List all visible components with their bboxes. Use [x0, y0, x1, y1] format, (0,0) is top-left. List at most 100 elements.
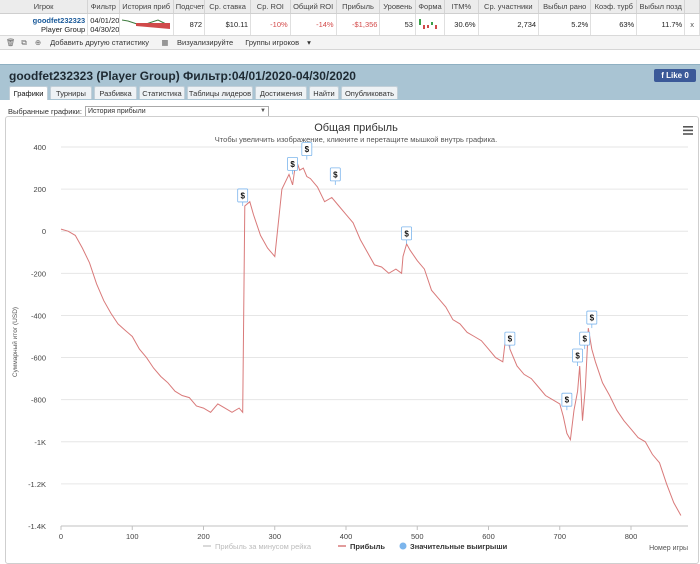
player-group: Player Group	[41, 24, 86, 34]
stats-toolbar: 🗑 ⧉ ⊕ Добавить другую статистику ▦ Визуа…	[0, 36, 700, 50]
profit-history-sparkline	[119, 13, 174, 36]
chart-grid	[61, 146, 688, 527]
itm-cell: 30.6%	[444, 13, 479, 36]
x-tick-label: 400	[340, 532, 353, 541]
chart-subtitle: Чтобы увеличить изображение, кликните и …	[215, 135, 497, 144]
tab-achievements[interactable]: Достижения	[255, 86, 307, 99]
graph-selector-label: Выбранные графики:	[8, 107, 82, 116]
facebook-icon: f	[661, 71, 664, 80]
column-header[interactable]: ITM%	[444, 0, 479, 14]
big-win-marker[interactable]: $	[287, 156, 298, 175]
graphs-content: Выбранные графики: История прибыли ▼ 400…	[0, 100, 700, 564]
filter-to: 04/30/20	[90, 24, 119, 34]
big-win-marker[interactable]: $	[579, 331, 591, 350]
chevron-down-icon: ▼	[260, 108, 266, 114]
column-header[interactable]: Выбыл рано	[538, 0, 592, 14]
column-header[interactable]: Ср. ставка	[204, 0, 252, 14]
big-win-marker[interactable]: $	[301, 142, 313, 160]
y-tick-label: -600	[31, 354, 46, 363]
stats-panel: Игрок Фильтр История приб Подсчет Ср. ставка…	[0, 0, 700, 50]
player-cell[interactable]: goodfet232323 Player Group	[0, 13, 89, 36]
avg-stake-cell: $10.11	[204, 13, 252, 36]
remove-row-button[interactable]: x	[684, 13, 700, 36]
column-header[interactable]: Уровень	[379, 0, 416, 14]
column-header[interactable]: Общий ROI	[290, 0, 337, 14]
legend-item-rake[interactable]: Прибыль за минусом рейка	[203, 542, 312, 551]
x-axis-label: Номер игры	[649, 545, 688, 552]
player-groups-dropdown[interactable]: Группы игроков ▾	[245, 38, 317, 47]
big-win-symbol: $	[404, 229, 409, 238]
profit-cell: -$1,356	[336, 13, 381, 36]
graph-select-value: История прибыли	[87, 108, 146, 115]
y-tick-label: -1.2K	[28, 480, 46, 489]
stats-table: Игрок Фильтр История приб Подсчет Ср. ставка…	[0, 0, 700, 36]
sparkline-chart	[121, 18, 170, 29]
chart-container[interactable]: 400 200 0 -200 -400 -600 -800 -1K -1.2K -1.4K 0 10…	[5, 116, 699, 564]
tab-statistics[interactable]: Статистика	[139, 86, 185, 99]
page-header: goodfet232323 (Player Group) Фильтр:04/0…	[0, 64, 700, 87]
x-tick-label: 500	[411, 532, 424, 541]
big-win-marker[interactable]: $	[401, 226, 412, 244]
copy-icon[interactable]: ⧉	[21, 37, 27, 47]
count-cell: 872	[173, 13, 206, 36]
column-header[interactable]: Коэф. турб	[590, 0, 638, 14]
column-header[interactable]: Ср. участники	[478, 0, 540, 14]
big-win-symbol: $	[565, 396, 570, 405]
turbo-ratio-cell: 63%	[590, 13, 638, 36]
y-axis-label: Суммарный итог (USD)	[11, 307, 19, 377]
series-line-profit	[60, 159, 682, 516]
chart-legend: Прибыль за минусом рейка Прибыль Значите…	[203, 542, 508, 551]
big-win-marker[interactable]: $	[329, 167, 341, 185]
big-win-symbol: $	[508, 335, 513, 344]
big-win-marker[interactable]: $	[561, 392, 573, 411]
legend-item-big-wins[interactable]: Значительные выигрыши	[399, 542, 508, 551]
big-win-symbol: $	[590, 314, 595, 323]
column-header[interactable]: История приб	[119, 0, 174, 14]
tab-breakdown[interactable]: Разбивка	[94, 86, 137, 99]
tab-tournaments[interactable]: Турниры	[50, 86, 92, 99]
x-tick-label: 800	[625, 532, 638, 541]
filter-from: 04/01/20	[90, 15, 119, 25]
big-win-marker[interactable]: $	[504, 331, 516, 350]
total-roi-cell: -14%	[290, 13, 337, 36]
big-win-symbol: $	[240, 191, 245, 200]
column-header[interactable]: Подсчет	[173, 0, 206, 14]
trash-icon[interactable]: 🗑	[6, 38, 16, 47]
like-label: Like 0	[666, 71, 689, 80]
visualize-button[interactable]: ▦ Визуализируйте	[161, 38, 239, 47]
column-header[interactable]: Форма	[415, 0, 446, 14]
y-tick-label: -1.4K	[28, 522, 46, 531]
hamburger-menu-icon[interactable]	[683, 126, 693, 135]
big-win-marker[interactable]: $	[237, 188, 249, 206]
column-header[interactable]: Игрок	[0, 0, 89, 14]
late-bust-cell: 11.7%	[636, 13, 686, 36]
big-win-marker[interactable]: $	[572, 348, 583, 366]
y-tick-label: 0	[42, 227, 46, 236]
table-row[interactable]: goodfet232323 Player Group 04/01/20 04/3…	[0, 13, 700, 36]
column-header[interactable]: Ср. ROI	[250, 0, 291, 14]
column-header[interactable]: Прибыль	[336, 0, 381, 14]
facebook-like-button[interactable]: f Like 0	[654, 69, 696, 82]
legend-label-rake: Прибыль за минусом рейка	[215, 542, 312, 551]
tab-leaderboards[interactable]: Таблицы лидеров	[187, 86, 253, 99]
tab-graphs[interactable]: Графики	[9, 86, 48, 100]
tab-publish[interactable]: Опубликовать	[341, 86, 398, 99]
big-win-symbol: $	[333, 170, 338, 179]
column-header[interactable]: Фильтр	[87, 0, 120, 14]
chevron-down-icon: ▾	[307, 38, 311, 47]
x-tick-label: 300	[268, 532, 281, 541]
x-tick-label: 700	[553, 532, 566, 541]
profit-chart[interactable]: 400 200 0 -200 -400 -600 -800 -1K -1.2K -1.4K 0 10…	[6, 117, 698, 563]
column-header[interactable]: Выбыл позд	[636, 0, 686, 14]
add-stat-button[interactable]: ⊕ Добавить другую статистику	[34, 38, 155, 47]
tab-find[interactable]: Найти	[309, 86, 339, 99]
legend-item-profit[interactable]: Прибыль	[338, 542, 385, 551]
big-win-symbol: $	[582, 335, 587, 344]
player-name-link[interactable]: goodfet232323	[32, 15, 86, 25]
level-cell: 53	[379, 13, 416, 36]
page-title: goodfet232323 (Player Group) Фильтр:04/0…	[9, 69, 356, 83]
add-stat-label: Добавить другую статистику	[50, 38, 149, 47]
y-tick-label: 200	[33, 185, 46, 194]
legend-label-big-wins: Значительные выигрыши	[410, 542, 508, 551]
big-win-marker[interactable]: $	[586, 310, 598, 329]
